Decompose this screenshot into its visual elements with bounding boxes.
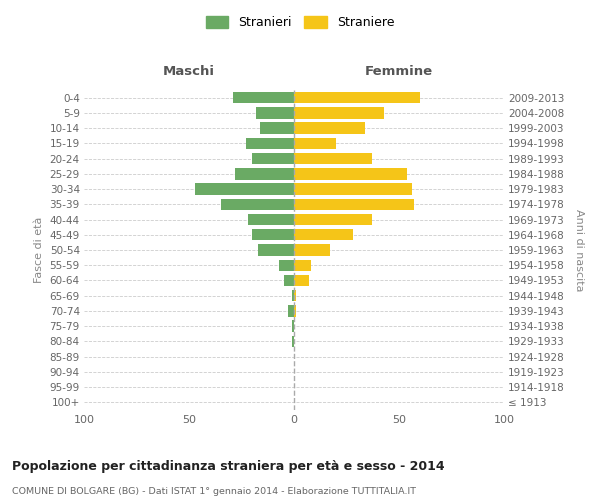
Bar — [294, 229, 353, 240]
Bar — [252, 153, 294, 164]
Bar — [294, 260, 311, 271]
Bar — [294, 168, 407, 179]
Bar — [260, 122, 294, 134]
Bar — [292, 290, 294, 302]
Bar — [248, 214, 294, 225]
Bar — [294, 275, 309, 286]
Bar — [294, 122, 365, 134]
Bar — [280, 260, 294, 271]
Bar — [256, 107, 294, 118]
Bar — [292, 336, 294, 347]
Bar — [235, 168, 294, 179]
Bar — [252, 229, 294, 240]
Bar — [294, 305, 296, 316]
Bar — [259, 244, 294, 256]
Y-axis label: Anni di nascita: Anni di nascita — [574, 209, 584, 291]
Bar — [294, 214, 372, 225]
Text: COMUNE DI BOLGARE (BG) - Dati ISTAT 1° gennaio 2014 - Elaborazione TUTTITALIA.IT: COMUNE DI BOLGARE (BG) - Dati ISTAT 1° g… — [12, 488, 416, 496]
Bar — [233, 92, 294, 104]
Bar — [284, 275, 294, 286]
Bar — [294, 184, 412, 195]
Bar — [288, 305, 294, 316]
Y-axis label: Fasce di età: Fasce di età — [34, 217, 44, 283]
Text: Popolazione per cittadinanza straniera per età e sesso - 2014: Popolazione per cittadinanza straniera p… — [12, 460, 445, 473]
Bar — [196, 184, 294, 195]
Bar — [294, 290, 296, 302]
Bar — [294, 92, 420, 104]
Bar — [292, 320, 294, 332]
Bar — [294, 138, 336, 149]
Bar — [294, 244, 330, 256]
Bar — [294, 107, 385, 118]
Text: Maschi: Maschi — [163, 64, 215, 78]
Bar — [221, 198, 294, 210]
Legend: Stranieri, Straniere: Stranieri, Straniere — [201, 11, 399, 34]
Bar — [294, 153, 372, 164]
Bar — [246, 138, 294, 149]
Bar — [294, 198, 414, 210]
Text: Femmine: Femmine — [365, 64, 433, 78]
